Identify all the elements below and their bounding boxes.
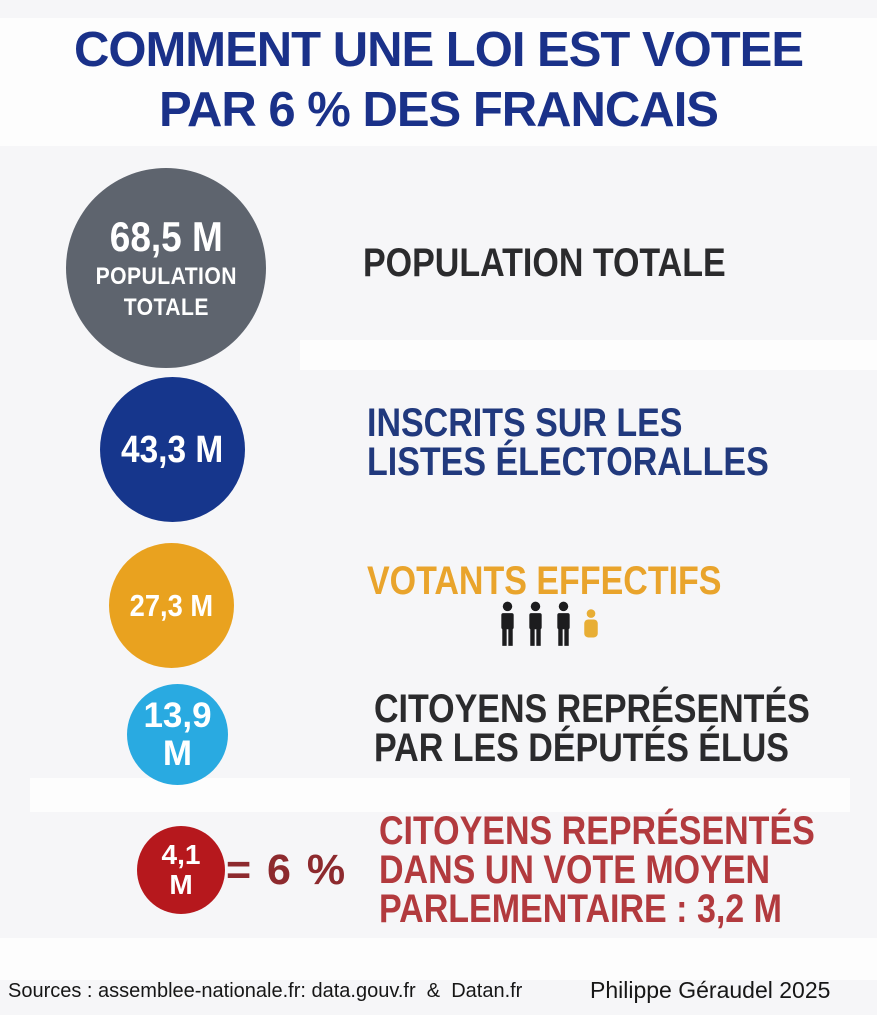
background-patch xyxy=(300,340,877,370)
bubble-caption-line: TOTALE xyxy=(123,294,209,321)
equals-six-percent: = 6 % xyxy=(226,846,348,894)
label-population-totale: POPULATION TOTALE xyxy=(363,241,726,285)
background-patch xyxy=(30,778,850,812)
bubble-value-line: M xyxy=(162,733,193,773)
label-line: CITOYENS REPRÉSENTÉS xyxy=(379,809,815,853)
label-line: PAR LES DÉPUTÉS ÉLUS xyxy=(374,726,789,770)
label-citoyens-deputes: CITOYENS REPRÉSENTÉS PAR LES DÉPUTÉS ÉLU… xyxy=(374,687,810,770)
label-line: INSCRITS SUR LES xyxy=(367,401,683,445)
bubble-value: 27,3 M xyxy=(129,587,214,623)
bubble-inscrits: 43,3 M xyxy=(100,377,245,522)
bubble-votants: 27,3 M xyxy=(109,543,234,668)
bubble-vote-moyen: 4,1 M xyxy=(137,826,225,914)
label-inscrits: INSCRITS SUR LES LISTES ÉLECTORALLES xyxy=(367,401,769,484)
bubble-caption-line: POPULATION xyxy=(95,263,237,290)
person-icon xyxy=(498,601,517,647)
bubble-value: 43,3 M xyxy=(121,428,224,471)
title-line-2: PAR 6 % DES FRANCAIS xyxy=(158,83,719,137)
bubble-population-totale: 68,5 M POPULATION TOTALE xyxy=(66,168,266,368)
bubble-value-line: M xyxy=(169,869,193,900)
label-line: VOTANTS EFFECTIFS xyxy=(367,559,722,603)
background-patch xyxy=(0,18,877,146)
title-line-1: COMMENT UNE LOI EST VOTEE xyxy=(73,23,804,77)
author-credit: Philippe Géraudel 2025 xyxy=(590,977,831,1003)
background-patch xyxy=(0,938,877,980)
label-vote-moyen: CITOYENS REPRÉSENTÉS DANS UN VOTE MOYEN … xyxy=(379,809,815,931)
bubble-value: 68,5 M xyxy=(109,213,223,260)
label-votants: VOTANTS EFFECTIFS xyxy=(367,559,722,603)
sources-text: Sources : assemblee-nationale.fr: data.g… xyxy=(8,980,523,1002)
label-line: LISTES ÉLECTORALLES xyxy=(367,440,769,484)
label-line: POPULATION TOTALE xyxy=(363,241,726,285)
label-line: DANS UN VOTE MOYEN xyxy=(379,848,771,892)
bubble-citoyens-deputes: 13,9 M xyxy=(127,684,228,785)
page-title: COMMENT UNE LOI EST VOTEE PAR 6 % DES FR… xyxy=(0,20,877,140)
label-line: CITOYENS REPRÉSENTÉS xyxy=(374,687,810,731)
bubble-value-line: 4,1 xyxy=(161,839,201,870)
person-icon xyxy=(526,601,545,647)
bubble-text: 68,5 M POPULATION TOTALE xyxy=(95,213,236,323)
person-bust-icon xyxy=(582,608,600,639)
voter-icons-group xyxy=(498,601,600,647)
label-line: PARLEMENTAIRE : 3,2 M xyxy=(379,887,782,931)
bubble-value-line: 13,9 xyxy=(143,695,212,735)
person-icon xyxy=(554,601,573,647)
